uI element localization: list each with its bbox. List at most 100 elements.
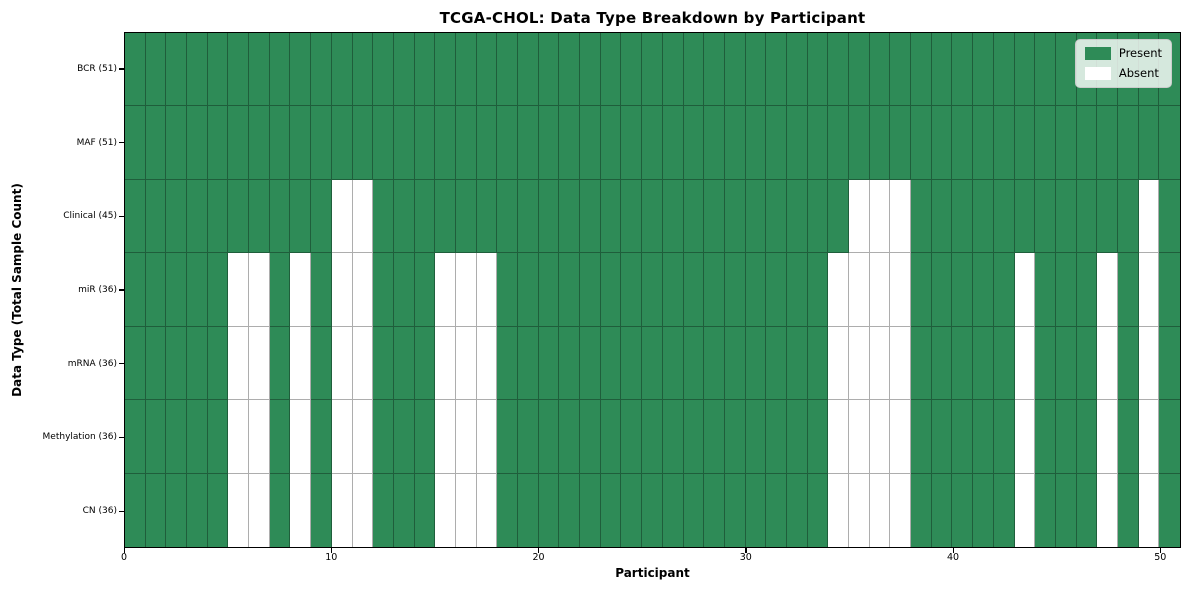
heatmap-cell-CN-p12: [373, 473, 394, 547]
heatmap-cell-CN-p46: [1076, 473, 1098, 547]
heatmap-cell-Methylation-p49: [1138, 400, 1160, 474]
heatmap-cell-BCR-p30: [745, 33, 767, 107]
heatmap-cell-mRNA-p2: [166, 326, 188, 401]
y-tick-label-Clinical: Clinical (45): [63, 211, 117, 222]
heatmap-cell-miR-p9: [311, 253, 332, 327]
heatmap-cell-miR-p6: [249, 253, 270, 327]
heatmap-cell-MAF-p5: [228, 106, 250, 180]
heatmap-cell-BCR-p21: [559, 33, 581, 107]
heatmap-cell-CN-p15: [435, 473, 456, 547]
heatmap-cell-Methylation-p8: [290, 400, 312, 474]
heatmap-cell-Methylation-p1: [145, 400, 167, 474]
legend-label-absent: Absent: [1118, 66, 1159, 80]
heatmap-cell-Clinical-p16: [455, 179, 477, 254]
heatmap-cell-miR-p43: [1014, 253, 1036, 327]
heatmap-cell-BCR-p16: [455, 33, 477, 107]
heatmap-cell-Methylation-p28: [704, 400, 725, 474]
heatmap-cell-BCR-p7: [269, 33, 291, 107]
heatmap-cell-CN-p5: [228, 473, 250, 547]
heatmap-cell-BCR-p33: [807, 33, 829, 107]
heatmap-cell-MAF-p31: [766, 106, 787, 180]
x-tick-label: 40: [946, 552, 960, 563]
heatmap-cell-CN-p9: [311, 473, 332, 547]
heatmap-cell-Methylation-p10: [331, 400, 353, 474]
heatmap-cell-miR-p50: [1159, 253, 1180, 327]
heatmap-cell-BCR-p35: [849, 33, 870, 107]
heatmap-cell-mRNA-p46: [1076, 326, 1098, 401]
heatmap-cell-BCR-p10: [331, 33, 353, 107]
heatmap-cell-Methylation-p14: [414, 400, 436, 474]
heatmap-cell-CN-p2: [166, 473, 188, 547]
heatmap-cell-mRNA-p42: [993, 326, 1015, 401]
legend-label-present: Present: [1118, 46, 1162, 60]
heatmap-cell-MAF-p7: [269, 106, 291, 180]
heatmap-cell-BCR-p11: [352, 33, 374, 107]
heatmap-cell-Clinical-p41: [973, 179, 994, 254]
heatmap-cell-MAF-p10: [331, 106, 353, 180]
heatmap-cell-miR-p39: [931, 253, 953, 327]
heatmap-cell-BCR-p23: [600, 33, 622, 107]
heatmap-cell-Methylation-p24: [621, 400, 643, 474]
heatmap-cell-miR-p36: [869, 253, 891, 327]
x-tick-label: 50: [1154, 552, 1167, 563]
heatmap-cell-MAF-p50: [1159, 106, 1180, 180]
heatmap-cell-mRNA-p39: [931, 326, 953, 401]
heatmap-cell-BCR-p17: [476, 33, 498, 107]
heatmap-cell-mRNA-p12: [373, 326, 394, 401]
heatmap-cell-mRNA-p3: [187, 326, 208, 401]
y-tick-mark: [119, 215, 124, 217]
heatmap-cell-CN-p30: [745, 473, 767, 547]
heatmap-cell-CN-p3: [187, 473, 208, 547]
heatmap-cell-CN-p38: [911, 473, 932, 547]
heatmap-cell-mRNA-p38: [911, 326, 932, 401]
heatmap-cell-BCR-p38: [911, 33, 932, 107]
heatmap-cell-CN-p31: [766, 473, 787, 547]
heatmap-cell-CN-p36: [869, 473, 891, 547]
heatmap-cell-Clinical-p12: [373, 179, 394, 254]
chart-title: TCGA-CHOL: Data Type Breakdown by Partic…: [439, 9, 866, 27]
heatmap-cell-MAF-p1: [145, 106, 167, 180]
heatmap-cell-CN-p22: [580, 473, 601, 547]
legend-entry-absent: Absent: [1084, 66, 1162, 80]
heatmap-cell-Methylation-p45: [1055, 400, 1077, 474]
heatmap-cell-miR-p7: [269, 253, 291, 327]
heatmap-cell-miR-p1: [145, 253, 167, 327]
heatmap-cell-MAF-p6: [249, 106, 270, 180]
heatmap-cell-BCR-p8: [290, 33, 312, 107]
heatmap-cell-mRNA-p29: [724, 326, 746, 401]
heatmap-cell-BCR-p42: [993, 33, 1015, 107]
heatmap-cell-miR-p48: [1117, 253, 1139, 327]
heatmap-cell-Clinical-p23: [600, 179, 622, 254]
heatmap-cell-MAF-p47: [1097, 106, 1118, 180]
heatmap-cell-Methylation-p9: [311, 400, 332, 474]
heatmap-cell-mRNA-p7: [269, 326, 291, 401]
heatmap-cell-MAF-p30: [745, 106, 767, 180]
heatmap-cell-miR-p46: [1076, 253, 1098, 327]
heatmap-cell-MAF-p17: [476, 106, 498, 180]
y-tick-mark: [119, 141, 124, 144]
heatmap-cell-MAF-p22: [580, 106, 601, 180]
heatmap-cell-Methylation-p33: [807, 400, 829, 474]
heatmap-cell-MAF-p4: [207, 106, 229, 180]
heatmap-cell-MAF-p49: [1138, 106, 1160, 180]
heatmap-cell-Clinical-p31: [766, 179, 787, 254]
heatmap-cell-mRNA-p44: [1035, 326, 1056, 401]
heatmap-cell-mRNA-p20: [538, 326, 560, 401]
heatmap-cell-MAF-p37: [890, 106, 912, 180]
heatmap-cell-BCR-p0: [125, 33, 146, 107]
heatmap-cell-BCR-p37: [890, 33, 912, 107]
heatmap-cell-Methylation-p5: [228, 400, 250, 474]
heatmap-cell-Clinical-p11: [352, 179, 374, 254]
heatmap-cell-miR-p45: [1055, 253, 1077, 327]
heatmap-cell-CN-p10: [331, 473, 353, 547]
heatmap-cell-Methylation-p46: [1076, 400, 1098, 474]
heatmap-cell-miR-p29: [724, 253, 746, 327]
heatmap-cell-Clinical-p5: [228, 179, 250, 254]
heatmap-cell-MAF-p29: [724, 106, 746, 180]
heatmap-cell-mRNA-p50: [1159, 326, 1180, 401]
heatmap-cell-mRNA-p9: [311, 326, 332, 401]
heatmap-cell-BCR-p28: [704, 33, 725, 107]
heatmap-cell-CN-p18: [497, 473, 519, 547]
heatmap-cell-mRNA-p43: [1014, 326, 1036, 401]
